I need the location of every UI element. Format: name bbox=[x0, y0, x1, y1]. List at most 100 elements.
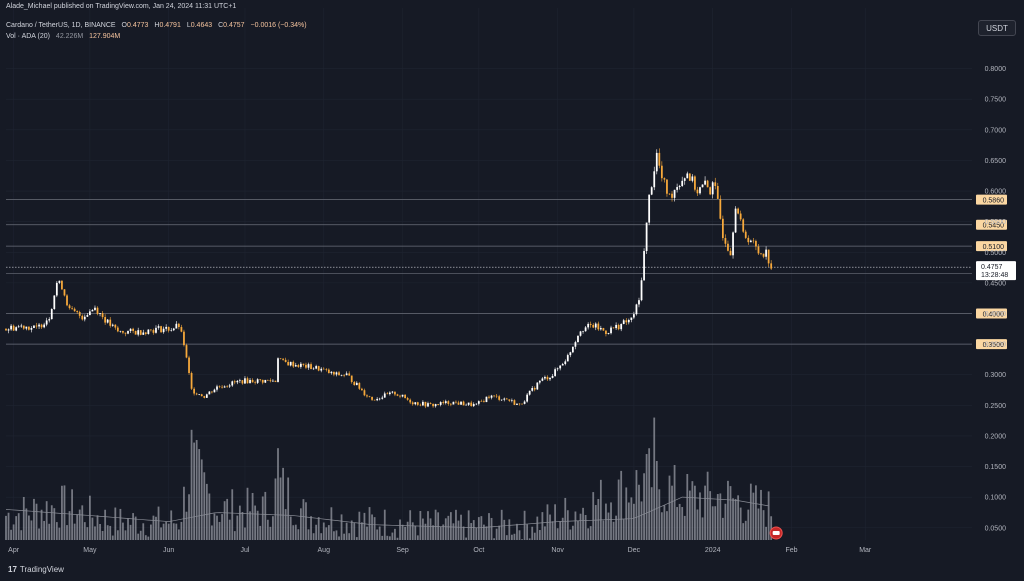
volume-bar bbox=[256, 510, 259, 540]
volume-value: 127.904M bbox=[89, 33, 121, 40]
candle-body bbox=[208, 391, 211, 395]
volume-bar bbox=[513, 533, 516, 540]
volume-bar bbox=[305, 502, 307, 540]
volume-bar bbox=[139, 530, 142, 540]
volume-bar bbox=[544, 526, 546, 540]
volume-bar bbox=[211, 525, 213, 540]
volume-bar bbox=[282, 467, 284, 540]
volume-bar bbox=[53, 508, 56, 540]
volume-bar bbox=[61, 485, 63, 540]
candle-body bbox=[259, 379, 262, 380]
candle-body bbox=[549, 377, 551, 380]
candle-body bbox=[541, 378, 544, 381]
volume-bar bbox=[678, 503, 681, 540]
candle-body bbox=[266, 379, 269, 381]
candle-body bbox=[282, 358, 284, 360]
candle-body bbox=[94, 307, 96, 310]
volume-bar bbox=[81, 505, 84, 540]
candle-body bbox=[231, 381, 234, 386]
candle-body bbox=[465, 404, 468, 406]
candle-body bbox=[643, 251, 645, 281]
candle-body bbox=[150, 329, 152, 331]
candle-body bbox=[709, 187, 712, 195]
candle-body bbox=[516, 403, 518, 405]
volume-bar bbox=[317, 517, 320, 540]
volume-bar bbox=[269, 526, 272, 540]
volume-bar bbox=[119, 508, 122, 540]
volume-bar bbox=[739, 507, 742, 540]
volume-bar bbox=[523, 510, 526, 540]
level-label: 0.5100 bbox=[983, 244, 1005, 251]
volume-bar bbox=[353, 522, 356, 540]
candle-body bbox=[391, 391, 394, 393]
candle-body bbox=[699, 187, 701, 194]
candle-body bbox=[15, 327, 18, 331]
candle-body bbox=[40, 324, 43, 328]
volume-bar bbox=[592, 492, 595, 540]
candle-body bbox=[704, 180, 706, 185]
event-marker[interactable] bbox=[769, 526, 783, 540]
volume-bar bbox=[96, 515, 99, 540]
candle-body bbox=[757, 246, 760, 254]
candle-body bbox=[437, 404, 440, 405]
volume-bar bbox=[615, 515, 617, 540]
currency-button[interactable]: USDT bbox=[978, 20, 1016, 36]
volume-bar bbox=[536, 516, 539, 540]
volume-bar bbox=[198, 449, 201, 540]
volume-bar bbox=[721, 517, 724, 540]
candle-body bbox=[513, 400, 516, 405]
volume-bar bbox=[579, 513, 582, 540]
volume-bar bbox=[686, 473, 689, 540]
volume-bar bbox=[180, 521, 183, 540]
volume-bar bbox=[635, 470, 638, 540]
candle-body bbox=[711, 182, 714, 195]
candle-body bbox=[111, 324, 114, 326]
x-tick-label: Apr bbox=[8, 547, 20, 554]
candle-body bbox=[137, 330, 140, 335]
volume-bar bbox=[699, 492, 701, 540]
candle-body bbox=[589, 323, 592, 325]
candle-body bbox=[485, 396, 488, 403]
candle-body bbox=[165, 326, 168, 329]
x-tick-label: Jul bbox=[240, 547, 249, 554]
candle-body bbox=[241, 380, 244, 384]
candle-body bbox=[190, 372, 193, 389]
volume-bar bbox=[147, 536, 150, 540]
level-label-bg bbox=[976, 308, 1007, 319]
volume-bar bbox=[205, 483, 208, 540]
candle-body bbox=[203, 396, 206, 398]
volume-bar bbox=[279, 477, 282, 540]
candle-body bbox=[17, 326, 20, 328]
volume-bar bbox=[437, 512, 440, 540]
volume-bar bbox=[503, 519, 506, 540]
volume-bar bbox=[378, 526, 381, 540]
volume-bar bbox=[25, 508, 28, 540]
level-label-bg bbox=[976, 219, 1007, 230]
candle-body bbox=[538, 380, 541, 383]
volume-bar bbox=[188, 494, 190, 540]
volume-bar bbox=[45, 501, 48, 540]
volume-bar bbox=[327, 525, 330, 540]
candle-body bbox=[760, 253, 762, 255]
candle-body bbox=[226, 386, 229, 388]
volume-bar bbox=[490, 517, 493, 540]
candle-body bbox=[594, 323, 597, 328]
symbol-line: Cardano / TetherUS, 1D, BINANCE O0.4773 … bbox=[6, 22, 307, 29]
candle-body bbox=[701, 184, 704, 188]
candle-body bbox=[554, 369, 556, 376]
candle-body bbox=[739, 213, 742, 220]
candle-body bbox=[668, 193, 671, 195]
y-tick-label: 0.1500 bbox=[985, 464, 1007, 471]
candle-body bbox=[416, 402, 419, 405]
volume-bar bbox=[272, 516, 274, 540]
level-label-bg bbox=[976, 339, 1007, 350]
candle-body bbox=[185, 345, 188, 358]
candle-body bbox=[355, 382, 358, 386]
volume-bar bbox=[259, 525, 262, 540]
volume-bar bbox=[244, 527, 246, 540]
x-tick-label: Nov bbox=[551, 547, 564, 554]
volume-bar bbox=[447, 515, 450, 540]
y-tick-label: 0.6500 bbox=[985, 158, 1007, 165]
volume-bar bbox=[345, 522, 348, 540]
